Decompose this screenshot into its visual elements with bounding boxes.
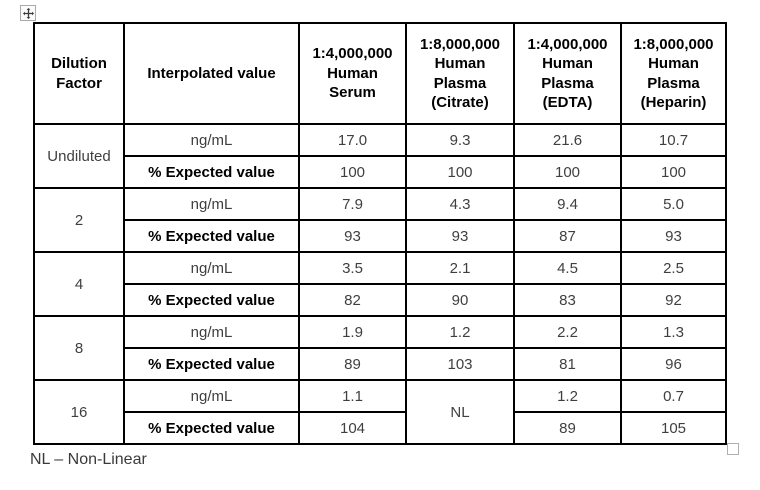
cell-value[interactable]: 2.5 bbox=[620, 251, 727, 285]
cell-row-label-ng[interactable]: ng/mL bbox=[123, 379, 300, 413]
header-plasma-heparin[interactable]: 1:8,000,000 Human Plasma (Heparin) bbox=[620, 22, 727, 125]
cell-value[interactable]: 90 bbox=[405, 283, 515, 317]
cell-value[interactable]: 10.7 bbox=[620, 123, 727, 157]
cell-row-label-ng[interactable]: ng/mL bbox=[123, 315, 300, 349]
table-row: % Expected value 100 100 100 100 bbox=[34, 155, 727, 189]
header-plasma-citrate[interactable]: 1:8,000,000 Human Plasma (Citrate) bbox=[405, 22, 515, 125]
move-icon bbox=[22, 7, 34, 19]
cell-value[interactable]: 1.3 bbox=[620, 315, 727, 349]
cell-row-label-ng[interactable]: ng/mL bbox=[123, 187, 300, 221]
cell-dilution-16[interactable]: 16 bbox=[33, 379, 125, 445]
cell-row-label-pct[interactable]: % Expected value bbox=[123, 155, 300, 189]
table-row: Undiluted ng/mL 17.0 9.3 21.6 10.7 bbox=[33, 123, 727, 189]
cell-row-label-pct[interactable]: % Expected value bbox=[123, 283, 300, 317]
cell-value[interactable]: 9.4 bbox=[513, 187, 622, 221]
cell-dilution-undiluted[interactable]: Undiluted bbox=[33, 123, 125, 189]
cell-value[interactable]: 1.9 bbox=[298, 315, 407, 349]
cell-value[interactable]: 17.0 bbox=[298, 123, 407, 157]
table-header-row: Dilution Factor Interpolated value 1:4,0… bbox=[33, 22, 727, 125]
cell-value[interactable]: 105 bbox=[620, 411, 727, 445]
cell-value[interactable]: 92 bbox=[620, 283, 727, 317]
cell-value[interactable]: 2.1 bbox=[405, 251, 515, 285]
cell-value[interactable]: 100 bbox=[405, 155, 515, 189]
dilution-linearity-table: Dilution Factor Interpolated value 1:4,0… bbox=[33, 22, 727, 445]
cell-value[interactable]: 100 bbox=[620, 155, 727, 189]
cell-value[interactable]: 1.1 bbox=[298, 379, 407, 413]
cell-nl-merged[interactable]: NL bbox=[405, 379, 515, 445]
cell-row-label-pct[interactable]: % Expected value bbox=[123, 411, 300, 445]
table-row: % Expected value 82 90 83 92 bbox=[34, 283, 727, 317]
table-row: 16 ng/mL 1.1 NL 1.2 0.7 bbox=[33, 379, 727, 445]
cell-value[interactable]: 89 bbox=[298, 347, 407, 381]
cell-value[interactable]: 5.0 bbox=[620, 187, 727, 221]
table-row: 4 ng/mL 3.5 2.1 4.5 2.5 bbox=[33, 251, 727, 317]
header-interpolated-value[interactable]: Interpolated value bbox=[123, 22, 300, 125]
cell-row-label-ng[interactable]: ng/mL bbox=[123, 123, 300, 157]
cell-value[interactable]: 93 bbox=[620, 219, 727, 253]
cell-row-label-pct[interactable]: % Expected value bbox=[123, 219, 300, 253]
cell-value[interactable]: 89 bbox=[513, 411, 622, 445]
cell-row-label-pct[interactable]: % Expected value bbox=[123, 347, 300, 381]
header-human-serum[interactable]: 1:4,000,000 Human Serum bbox=[298, 22, 407, 125]
cell-value[interactable]: 87 bbox=[513, 219, 622, 253]
cell-value[interactable]: 21.6 bbox=[513, 123, 622, 157]
cell-value[interactable]: 3.5 bbox=[298, 251, 407, 285]
cell-value[interactable]: 4.5 bbox=[513, 251, 622, 285]
footnote-nl-non-linear: NL – Non-Linear bbox=[30, 451, 147, 468]
table-row: % Expected value 89 103 81 96 bbox=[34, 347, 727, 381]
cell-value[interactable]: 93 bbox=[405, 219, 515, 253]
table-row: 2 ng/mL 7.9 4.3 9.4 5.0 bbox=[33, 187, 727, 253]
cell-value[interactable]: 0.7 bbox=[620, 379, 727, 413]
cell-value[interactable]: 1.2 bbox=[405, 315, 515, 349]
cell-value[interactable]: 83 bbox=[513, 283, 622, 317]
cell-value[interactable]: 100 bbox=[298, 155, 407, 189]
cell-dilution-2[interactable]: 2 bbox=[33, 187, 125, 253]
table-move-handle[interactable] bbox=[20, 5, 36, 21]
cell-value[interactable]: 4.3 bbox=[405, 187, 515, 221]
cell-value[interactable]: 96 bbox=[620, 347, 727, 381]
table-row: % Expected value 93 93 87 93 bbox=[34, 219, 727, 253]
cell-value[interactable]: 1.2 bbox=[513, 379, 622, 413]
cell-value[interactable]: 2.2 bbox=[513, 315, 622, 349]
cell-value[interactable]: 104 bbox=[298, 411, 407, 445]
cell-dilution-4[interactable]: 4 bbox=[33, 251, 125, 317]
cell-dilution-8[interactable]: 8 bbox=[33, 315, 125, 381]
cell-value[interactable]: 9.3 bbox=[405, 123, 515, 157]
header-plasma-edta[interactable]: 1:4,000,000 Human Plasma (EDTA) bbox=[513, 22, 622, 125]
cell-value[interactable]: 93 bbox=[298, 219, 407, 253]
cell-row-label-ng[interactable]: ng/mL bbox=[123, 251, 300, 285]
table-row: 8 ng/mL 1.9 1.2 2.2 1.3 bbox=[33, 315, 727, 381]
cell-value[interactable]: 81 bbox=[513, 347, 622, 381]
cell-value[interactable]: 7.9 bbox=[298, 187, 407, 221]
table-row: % Expected value 104 89 105 bbox=[34, 411, 727, 445]
cell-value[interactable]: 82 bbox=[298, 283, 407, 317]
cell-value[interactable]: 103 bbox=[405, 347, 515, 381]
header-dilution-factor[interactable]: Dilution Factor bbox=[33, 22, 125, 125]
cell-value[interactable]: 100 bbox=[513, 155, 622, 189]
table-resize-handle[interactable] bbox=[727, 443, 739, 455]
